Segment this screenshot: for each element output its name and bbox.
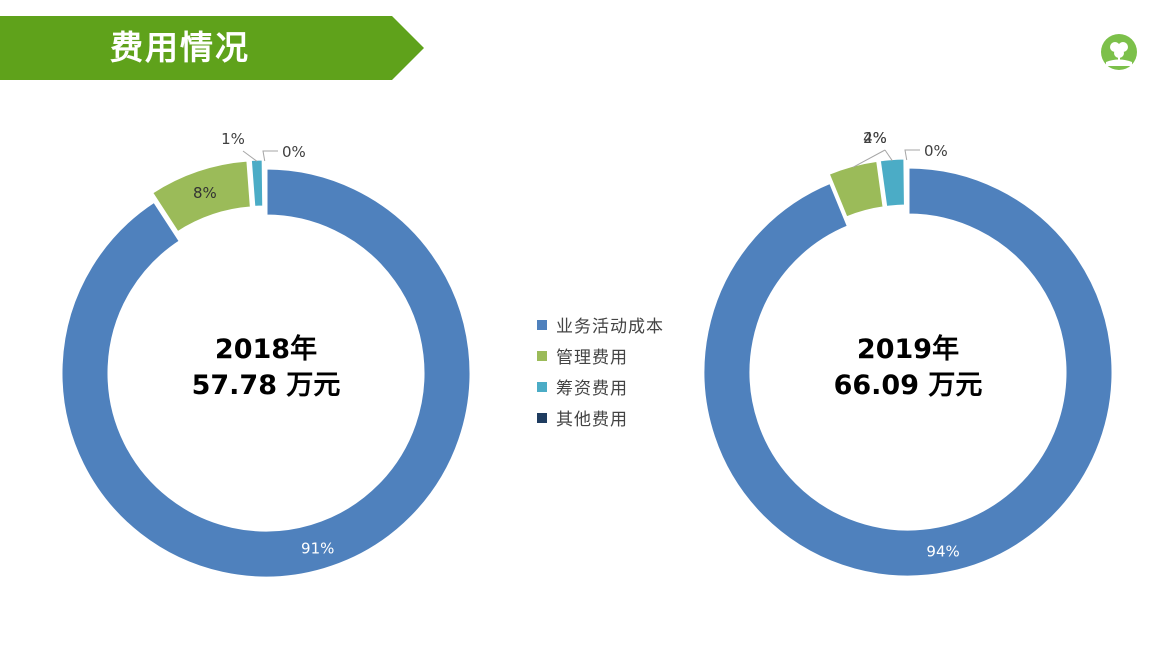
leader-line bbox=[262, 150, 278, 162]
chart-2018-year: 2018年 bbox=[214, 334, 318, 365]
donut-slice-2018年-3 bbox=[261, 157, 268, 209]
legend-item: 筹资费用 bbox=[537, 371, 664, 402]
donut-slice-2018年-0 bbox=[59, 166, 473, 580]
legend-item: 其他费用 bbox=[537, 402, 664, 433]
donut-slice-2019年-1 bbox=[826, 158, 886, 220]
chart-2018-center-label: 2018年 57.78 万元 bbox=[136, 332, 396, 404]
legend-item: 管理费用 bbox=[537, 340, 664, 371]
slice-label: 1% bbox=[221, 130, 245, 148]
chart-2019-year: 2019年 bbox=[856, 334, 960, 365]
donut-slice-2018年-1 bbox=[149, 158, 254, 235]
leader-line bbox=[852, 149, 886, 168]
slice-label: 0% bbox=[924, 142, 948, 160]
chart-2019-amount: 66.09 万元 bbox=[833, 370, 983, 401]
slice-label: 91% bbox=[301, 539, 334, 557]
donut-slice-2019年-0 bbox=[701, 165, 1115, 579]
legend-swatch-3 bbox=[537, 412, 547, 423]
donut-slice-2018年-2 bbox=[248, 157, 266, 210]
leader-line bbox=[904, 149, 920, 161]
title-banner: 费用情况 bbox=[0, 16, 424, 80]
legend-swatch-1 bbox=[537, 350, 547, 361]
legend-label: 其他费用 bbox=[556, 410, 628, 430]
slice-label: 8% bbox=[193, 184, 217, 202]
legend-label: 业务活动成本 bbox=[556, 317, 664, 337]
legend-swatch-0 bbox=[537, 319, 547, 330]
banner-arrow-shape bbox=[0, 16, 424, 80]
legend: 业务活动成本 管理费用 筹资费用 其他费用 bbox=[537, 309, 664, 433]
legend-label: 管理费用 bbox=[556, 348, 628, 368]
page-title: 费用情况 bbox=[110, 28, 250, 67]
chart-2019-center-label: 2019年 66.09 万元 bbox=[778, 332, 1038, 404]
slice-label: 0% bbox=[282, 143, 306, 161]
leader-line bbox=[242, 150, 258, 162]
slice-label: 2% bbox=[863, 129, 887, 147]
donut-slice-2019年-3 bbox=[903, 156, 910, 208]
clover-logo-icon bbox=[1100, 33, 1138, 71]
chart-2018-amount: 57.78 万元 bbox=[191, 370, 341, 401]
legend-item: 业务活动成本 bbox=[537, 309, 664, 340]
legend-label: 筹资费用 bbox=[556, 379, 628, 399]
slice-label: 94% bbox=[926, 543, 959, 561]
legend-swatch-2 bbox=[537, 381, 547, 392]
slice-label: 4% bbox=[863, 129, 887, 147]
leader-line bbox=[884, 149, 893, 161]
